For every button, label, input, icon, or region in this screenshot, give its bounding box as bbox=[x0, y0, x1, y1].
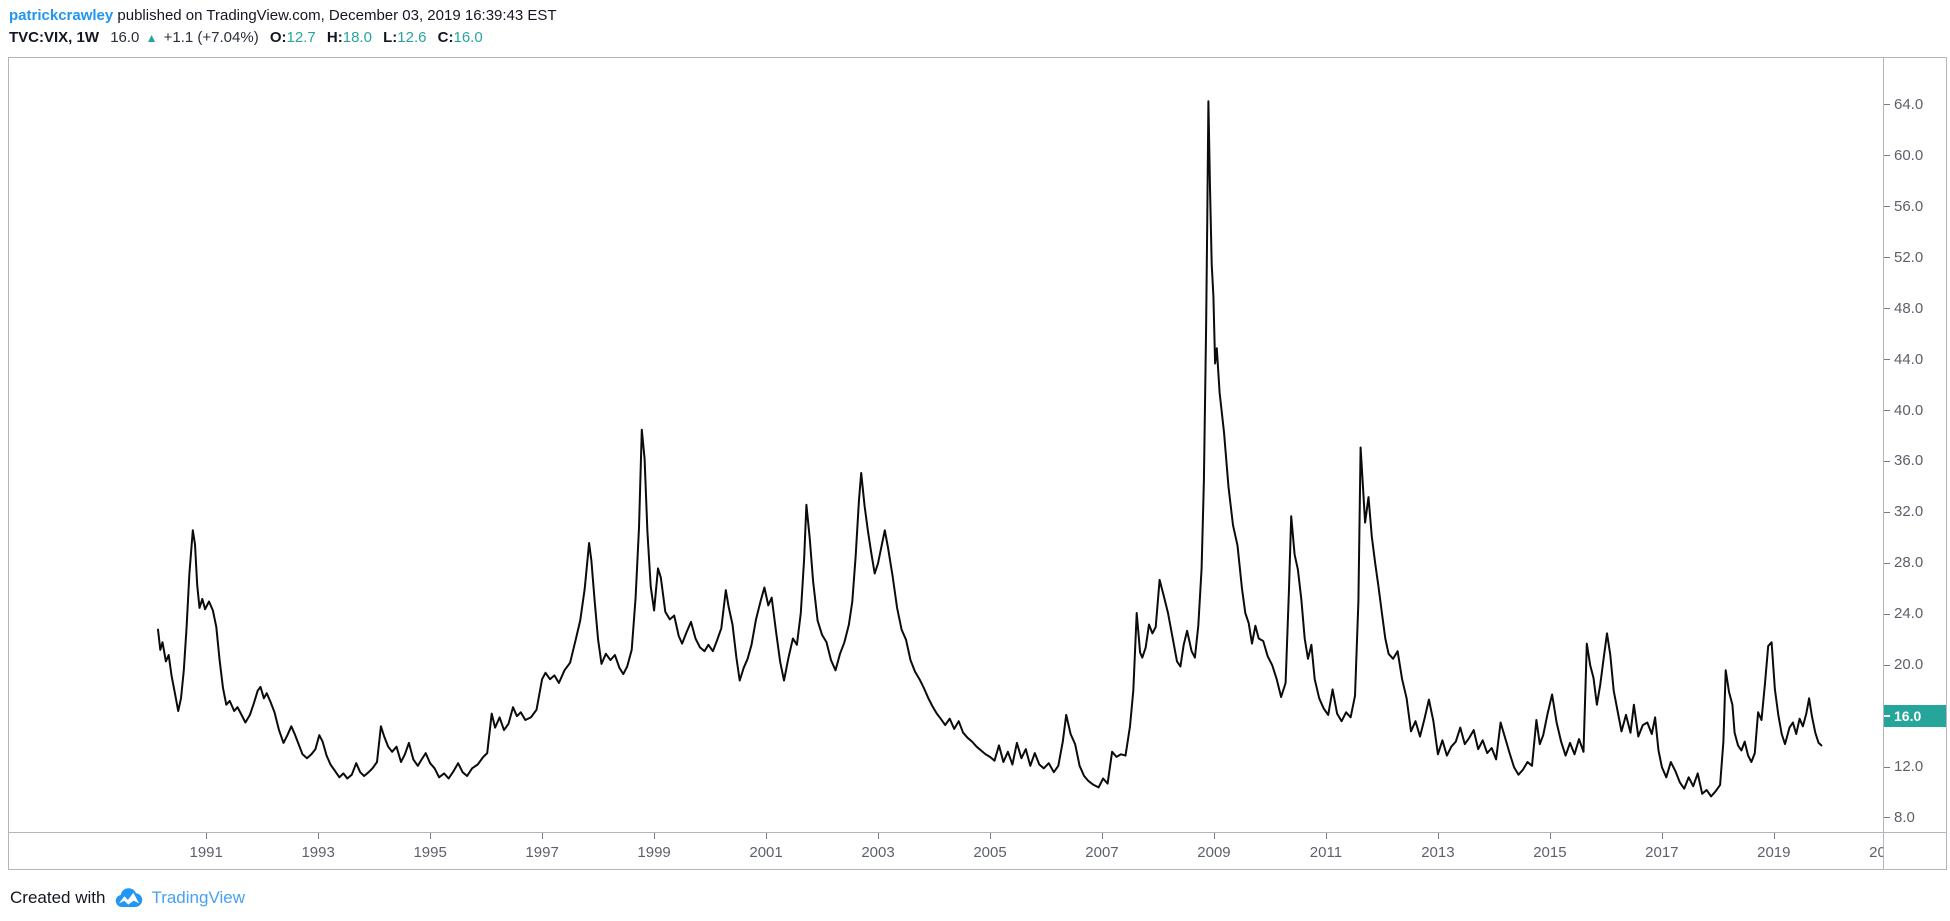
year-tick-label: 2005 bbox=[973, 844, 1007, 861]
time-axis[interactable]: 1991 1993 1995 1997 1999 2001 2003 2005 2007 2009… bbox=[9, 833, 1883, 869]
price-tick bbox=[1884, 359, 1890, 361]
chart-header: patrickcrawley published on TradingView.… bbox=[9, 6, 557, 48]
year-tick-label: 2003 bbox=[861, 844, 895, 861]
year-tick bbox=[318, 833, 320, 839]
year-tick-label: 2001 bbox=[749, 844, 783, 861]
chart-plot-area[interactable] bbox=[8, 57, 1947, 870]
year-tick-label: 1997 bbox=[525, 844, 559, 861]
year-tick-label: 2021 bbox=[1869, 844, 1883, 861]
price-label-tick-icon bbox=[1884, 715, 1890, 718]
price-label-text: 16.0 bbox=[1894, 708, 1922, 725]
price-tick-label: 56.0 bbox=[1894, 197, 1924, 215]
price-tick-label: 36.0 bbox=[1894, 452, 1924, 470]
year-tick-label: 2015 bbox=[1533, 844, 1567, 861]
price-tick bbox=[1884, 460, 1890, 462]
year-tick bbox=[654, 833, 656, 839]
tradingview-cloud-logo-icon bbox=[114, 886, 144, 910]
year-tick bbox=[766, 833, 768, 839]
year-tick-label: 2007 bbox=[1085, 844, 1119, 861]
price-tick-label: 28.0 bbox=[1894, 554, 1924, 572]
change-text: +1.1 (+7.04%) bbox=[163, 29, 259, 46]
price-tick bbox=[1884, 257, 1890, 259]
open-value: 12.7 bbox=[286, 29, 316, 46]
close-value: 16.0 bbox=[453, 29, 483, 46]
price-tick bbox=[1884, 766, 1890, 768]
open-key: O: bbox=[269, 29, 287, 46]
price-tick bbox=[1884, 562, 1890, 564]
year-tick bbox=[1213, 833, 1215, 839]
year-tick bbox=[990, 833, 991, 839]
price-tick bbox=[1884, 104, 1890, 106]
year-tick-label: 1999 bbox=[637, 844, 671, 861]
price-tick-label: 60.0 bbox=[1894, 146, 1924, 164]
price-tick bbox=[1884, 817, 1890, 819]
year-tick bbox=[542, 833, 544, 839]
year-tick bbox=[1661, 833, 1663, 839]
symbol-interval-label: TVC:VIX, 1W bbox=[9, 29, 100, 46]
price-tick-label: 52.0 bbox=[1894, 248, 1924, 266]
price-tick-label: 40.0 bbox=[1894, 401, 1924, 419]
year-tick bbox=[1549, 833, 1551, 839]
year-tick bbox=[1773, 833, 1775, 839]
year-tick bbox=[1437, 833, 1439, 839]
price-axis-border bbox=[1883, 57, 1884, 870]
last-price-axis-label: 16.0 bbox=[1884, 705, 1946, 728]
year-tick bbox=[430, 833, 432, 839]
year-tick bbox=[1101, 833, 1103, 839]
price-tick bbox=[1884, 206, 1890, 208]
year-tick-label: 2013 bbox=[1421, 844, 1455, 861]
year-tick-label: 1993 bbox=[301, 844, 335, 861]
attribution-footer: Created with TradingView bbox=[10, 883, 245, 913]
year-tick-label: 1995 bbox=[413, 844, 447, 861]
year-tick bbox=[878, 833, 880, 839]
created-with-text: Created with bbox=[10, 888, 106, 907]
price-tick bbox=[1884, 613, 1890, 615]
year-tick bbox=[206, 833, 208, 839]
price-tick-label: 32.0 bbox=[1894, 503, 1924, 521]
username-link[interactable]: patrickcrawley bbox=[9, 7, 114, 24]
year-tick-label: 2017 bbox=[1645, 844, 1679, 861]
price-tick bbox=[1884, 308, 1890, 310]
price-tick-label: 20.0 bbox=[1894, 656, 1924, 674]
time-axis-border bbox=[8, 832, 1947, 833]
low-key: L: bbox=[383, 29, 398, 46]
price-tick bbox=[1884, 410, 1890, 412]
published-text: published on TradingView.com, December 0… bbox=[117, 7, 557, 24]
change-up-triangle-icon: ▲ bbox=[145, 31, 158, 45]
high-value: 18.0 bbox=[342, 29, 372, 46]
price-tick bbox=[1884, 664, 1890, 666]
year-tick-label: 2009 bbox=[1197, 844, 1231, 861]
close-key: C: bbox=[437, 29, 454, 46]
year-tick-label: 1991 bbox=[189, 844, 223, 861]
tradingview-brand-link[interactable]: TradingView bbox=[151, 888, 245, 907]
price-tick-label: 44.0 bbox=[1894, 350, 1924, 368]
price-tick-label: 24.0 bbox=[1894, 605, 1924, 623]
year-tick-label: 2011 bbox=[1309, 844, 1343, 861]
publish-info-line: patrickcrawley published on TradingView.… bbox=[9, 6, 557, 26]
price-tick-label: 12.0 bbox=[1894, 758, 1924, 776]
price-tick bbox=[1884, 155, 1890, 157]
symbol-info-line: TVC:VIX, 1W 16.0 ▲ +1.1 (+7.04%) O:12.7 … bbox=[9, 28, 557, 48]
high-key: H: bbox=[326, 29, 343, 46]
last-price-value: 16.0 bbox=[110, 29, 140, 46]
year-tick-label: 2019 bbox=[1757, 844, 1791, 861]
price-tick-label: 48.0 bbox=[1894, 299, 1924, 317]
price-tick bbox=[1884, 511, 1890, 513]
price-tick-label: 64.0 bbox=[1894, 95, 1924, 113]
year-tick bbox=[1325, 833, 1327, 839]
low-value: 12.6 bbox=[397, 29, 427, 46]
price-tick-label: 8.0 bbox=[1894, 808, 1915, 826]
